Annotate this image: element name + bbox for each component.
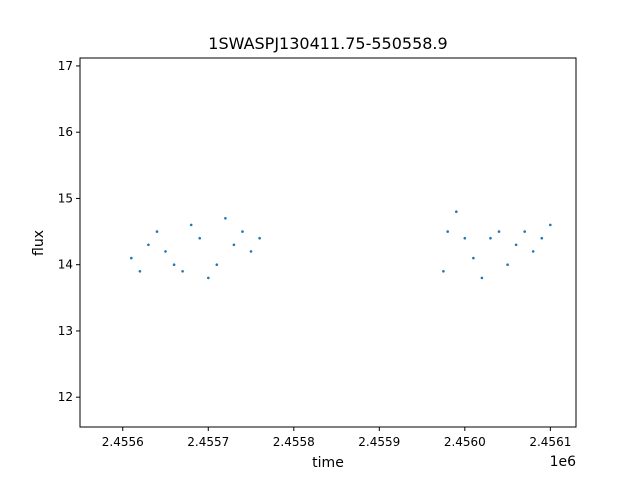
data-point <box>155 230 159 233</box>
y-tick-label: 15 <box>58 191 73 205</box>
y-tick-label: 14 <box>58 258 73 272</box>
data-point <box>531 250 535 253</box>
data-point <box>523 230 526 233</box>
y-axis-label: flux <box>31 230 47 256</box>
y-tick-label: 12 <box>58 390 73 404</box>
x-tick-label: 2.4561 <box>529 435 571 449</box>
data-point <box>181 270 184 273</box>
data-point <box>480 276 484 280</box>
x-tick-label: 2.4558 <box>273 435 315 449</box>
data-point <box>130 256 133 260</box>
data-point <box>472 256 475 260</box>
data-point <box>258 236 261 240</box>
data-point <box>249 250 253 253</box>
chart-title: 1SWASPJ130411.75-550558.9 <box>208 34 447 53</box>
data-point <box>241 230 244 233</box>
data-point <box>147 243 150 247</box>
data-point <box>506 263 509 267</box>
y-tick-label: 16 <box>58 125 73 139</box>
x-tick-label: 2.4560 <box>444 435 486 449</box>
data-point <box>198 236 201 240</box>
data-point <box>489 236 492 240</box>
y-tick-label: 13 <box>58 324 73 338</box>
data-point <box>189 223 193 227</box>
y-tick-label: 17 <box>58 59 73 73</box>
data-points <box>130 210 552 280</box>
data-point <box>446 230 450 233</box>
data-point <box>455 210 458 213</box>
x-axis-ticks: 2.4556 2.4557 2.4558 2.4559 2.4560 2.4561 <box>102 427 571 449</box>
x-axis-offset-label: 1e6 <box>550 454 577 470</box>
data-point <box>442 270 445 273</box>
data-point <box>463 236 467 240</box>
data-point <box>164 250 167 253</box>
y-axis-ticks: 12 13 14 15 16 17 <box>58 59 80 404</box>
data-point <box>224 217 227 220</box>
data-point <box>172 263 176 267</box>
x-tick-label: 2.4559 <box>358 435 400 449</box>
plot-frame <box>79 57 577 428</box>
data-point <box>207 276 210 280</box>
data-point <box>540 236 544 240</box>
x-tick-label: 2.4556 <box>102 435 144 449</box>
x-tick-label: 2.4557 <box>187 435 229 449</box>
data-point <box>549 223 552 227</box>
data-point <box>215 263 219 267</box>
data-point <box>232 243 236 247</box>
data-point <box>514 243 518 247</box>
x-axis-label: time <box>312 455 344 471</box>
data-point <box>497 230 501 233</box>
data-point <box>138 270 142 273</box>
